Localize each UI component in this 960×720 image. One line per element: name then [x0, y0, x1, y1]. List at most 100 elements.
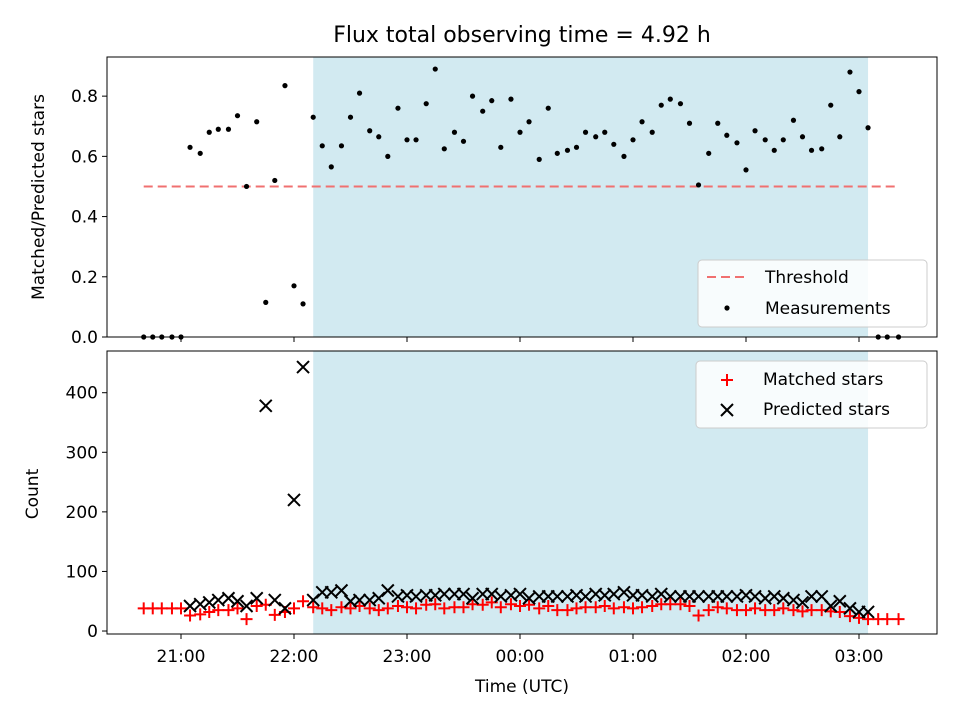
x-axis-label: Time (UTC): [474, 677, 569, 697]
matched-star-point: [344, 602, 357, 615]
measurement-point: [611, 141, 617, 147]
measurement-point: [395, 105, 401, 111]
measurement-point: [667, 96, 673, 102]
measurement-point: [254, 119, 260, 125]
measurement-point: [432, 66, 438, 72]
measurement-point: [489, 98, 495, 104]
matched-star-point: [561, 604, 574, 617]
matched-star-point: [250, 599, 263, 612]
matched-star-point: [862, 613, 875, 626]
predicted-star-point: [296, 360, 310, 374]
matched-star-point: [429, 598, 442, 611]
measurement-point: [206, 129, 212, 135]
y-tick-label: 0.4: [71, 208, 98, 228]
y-tick-label: 0: [87, 622, 98, 642]
measurement-legend-label: Measurements: [765, 299, 891, 319]
measurement-point: [310, 114, 316, 120]
matched-star-point: [231, 602, 244, 615]
measurement-legend-marker: [724, 305, 730, 311]
matched-star-point: [316, 602, 329, 615]
x-tick-label: 03:00: [835, 647, 884, 667]
matched-legend-marker: [721, 374, 733, 386]
predicted-star-point: [824, 599, 838, 613]
measurement-point: [545, 105, 551, 111]
bottom-legend-box: [695, 360, 928, 429]
predicted-star-point: [691, 589, 706, 604]
matched-star-point: [720, 602, 733, 615]
matched-star-point: [184, 609, 197, 622]
matched-star-point: [194, 608, 207, 621]
y-tick-label: 0.6: [71, 147, 98, 167]
matched-star-point: [768, 604, 781, 617]
matched-star-point: [627, 602, 639, 615]
matched-star-point: [777, 602, 790, 615]
measurement-point: [865, 125, 871, 131]
measurement-point: [734, 140, 740, 146]
matched-star-point: [711, 601, 724, 614]
predicted-legend-marker: [720, 403, 734, 417]
measurement-point: [451, 129, 458, 135]
measurement-point: [263, 299, 269, 305]
chart-title: Flux total observing time = 4.92 h: [333, 23, 711, 48]
matched-star-point: [297, 595, 310, 608]
measurement-point: [808, 147, 815, 153]
predicted-star-point: [456, 587, 471, 601]
x-tick-label: 00:00: [496, 647, 545, 667]
predicted-star-point: [437, 587, 451, 601]
top-y-ticks: 0.0 0.2 0.4 0.6 0.8: [71, 87, 107, 348]
measurement-point: [649, 129, 655, 135]
predicted-star-point: [578, 589, 593, 604]
measurement-point: [706, 150, 712, 156]
measurement-point: [460, 138, 467, 144]
predicted-star-point: [381, 583, 395, 598]
matched-star-point: [664, 598, 677, 611]
predicted-star-point: [663, 589, 677, 604]
measurement-point: [413, 137, 419, 143]
matched-star-point: [683, 599, 696, 612]
measurement-point: [517, 129, 523, 135]
measurement-point: [573, 144, 580, 150]
matched-star-point: [203, 605, 216, 618]
predicted-star-point: [221, 591, 236, 605]
measurement-point: [338, 143, 345, 149]
predicted-star-point: [804, 589, 819, 604]
measurement-point: [376, 134, 382, 140]
y-tick-label: 0.8: [71, 87, 98, 107]
top-legend-box: [697, 259, 928, 328]
measurement-point: [602, 129, 608, 135]
measurement-point: [319, 143, 325, 149]
measurement-point: [508, 96, 514, 102]
measurement-point: [423, 101, 429, 107]
predicted-star-point: [278, 601, 292, 616]
measurement-point: [347, 114, 354, 120]
matched-star-point: [749, 602, 762, 615]
predicted-star-point: [250, 591, 264, 605]
measurement-point: [300, 301, 306, 307]
matched-star-point: [466, 598, 479, 611]
measurement-point: [215, 126, 221, 132]
measurement-point: [564, 147, 571, 153]
predicted-star-point: [513, 587, 527, 601]
y-tick-label: 200: [66, 503, 98, 523]
measurement-point: [847, 69, 853, 75]
predicted-star-point: [268, 593, 282, 607]
matched-star-point: [268, 608, 281, 621]
matched-star-point: [288, 602, 300, 615]
y-tick-label: 400: [66, 384, 98, 404]
measurement-point: [356, 90, 363, 96]
matched-star-point: [476, 598, 489, 611]
matched-star-point: [702, 604, 715, 617]
measurement-point: [752, 128, 758, 134]
measurement-point: [790, 117, 797, 123]
measurement-point: [234, 113, 241, 119]
measurement-point: [498, 144, 504, 150]
measurement-point: [799, 134, 806, 140]
matched-star-point: [674, 598, 687, 611]
matched-star-point: [646, 599, 659, 612]
measurement-point: [630, 137, 636, 143]
x-tick-label: 23:00: [383, 647, 432, 667]
matched-star-point: [881, 613, 894, 626]
predicted-star-point: [795, 595, 810, 610]
top-legend: Threshold Measurements: [697, 259, 928, 328]
matched-star-point: [892, 613, 905, 626]
